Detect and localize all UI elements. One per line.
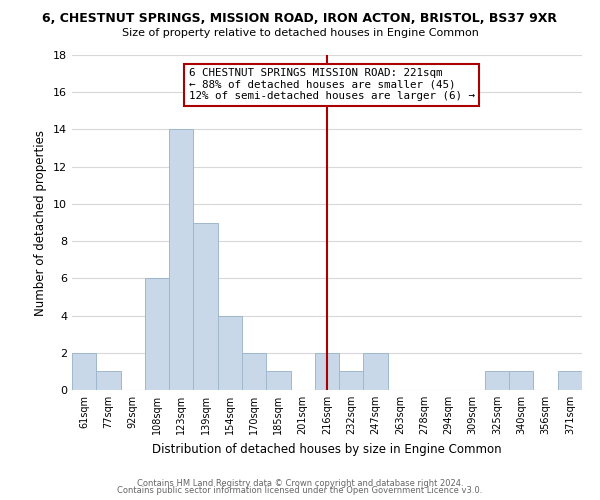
Bar bbox=[218, 316, 242, 390]
Text: Contains HM Land Registry data © Crown copyright and database right 2024.: Contains HM Land Registry data © Crown c… bbox=[137, 478, 463, 488]
X-axis label: Distribution of detached houses by size in Engine Common: Distribution of detached houses by size … bbox=[152, 442, 502, 456]
Bar bbox=[96, 372, 121, 390]
Bar bbox=[72, 353, 96, 390]
Bar bbox=[364, 353, 388, 390]
Bar bbox=[558, 372, 582, 390]
Bar bbox=[145, 278, 169, 390]
Bar bbox=[169, 130, 193, 390]
Bar bbox=[509, 372, 533, 390]
Bar bbox=[266, 372, 290, 390]
Text: Size of property relative to detached houses in Engine Common: Size of property relative to detached ho… bbox=[122, 28, 478, 38]
Bar bbox=[315, 353, 339, 390]
Bar bbox=[485, 372, 509, 390]
Text: 6 CHESTNUT SPRINGS MISSION ROAD: 221sqm
← 88% of detached houses are smaller (45: 6 CHESTNUT SPRINGS MISSION ROAD: 221sqm … bbox=[188, 68, 475, 101]
Bar bbox=[339, 372, 364, 390]
Bar bbox=[242, 353, 266, 390]
Text: Contains public sector information licensed under the Open Government Licence v3: Contains public sector information licen… bbox=[118, 486, 482, 495]
Text: 6, CHESTNUT SPRINGS, MISSION ROAD, IRON ACTON, BRISTOL, BS37 9XR: 6, CHESTNUT SPRINGS, MISSION ROAD, IRON … bbox=[43, 12, 557, 26]
Y-axis label: Number of detached properties: Number of detached properties bbox=[34, 130, 47, 316]
Bar bbox=[193, 222, 218, 390]
